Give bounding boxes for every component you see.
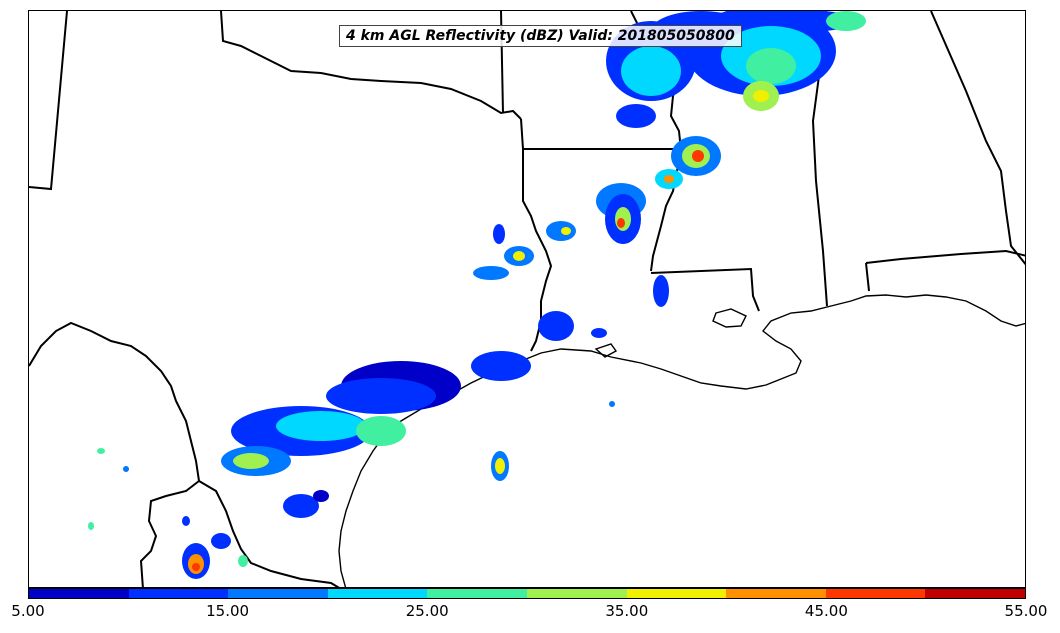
colorbar-tick-label: 35.00 bbox=[605, 602, 649, 620]
colorbar-segment bbox=[29, 589, 129, 598]
colorbar-segment bbox=[228, 589, 328, 598]
colorbar-segment bbox=[128, 589, 229, 598]
colorbar-tick-label: 15.00 bbox=[206, 602, 250, 620]
colorbar-segment bbox=[925, 589, 1025, 598]
colorbar-tick-label: 25.00 bbox=[405, 602, 449, 620]
map-title: 4 km AGL Reflectivity (dBZ) Valid: 20180… bbox=[339, 25, 742, 47]
colorbar-tick-label: 5.00 bbox=[11, 602, 45, 620]
colorbar-segment bbox=[427, 589, 527, 598]
colorbar-segment bbox=[626, 589, 727, 598]
colorbar-segment bbox=[327, 589, 428, 598]
coastline bbox=[338, 294, 1025, 587]
colorbar-segment bbox=[726, 589, 826, 598]
colorbar-tick-label: 55.00 bbox=[1004, 602, 1048, 620]
colorbar-segment bbox=[526, 589, 627, 598]
reflectivity-echoes bbox=[88, 11, 866, 579]
colorbar-segment bbox=[825, 589, 926, 598]
reflectivity-map bbox=[29, 11, 1025, 587]
state-borders bbox=[29, 11, 1025, 587]
colorbar bbox=[28, 588, 1026, 599]
map-frame: 4 km AGL Reflectivity (dBZ) Valid: 20180… bbox=[28, 10, 1026, 588]
colorbar-tick-label: 45.00 bbox=[804, 602, 848, 620]
